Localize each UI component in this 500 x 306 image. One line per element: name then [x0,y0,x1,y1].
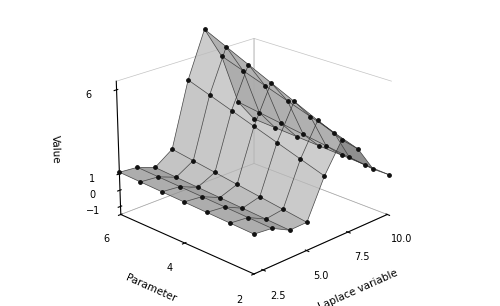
X-axis label: Laplace variable: Laplace variable [317,268,399,306]
Y-axis label: Parameter: Parameter [124,273,178,304]
